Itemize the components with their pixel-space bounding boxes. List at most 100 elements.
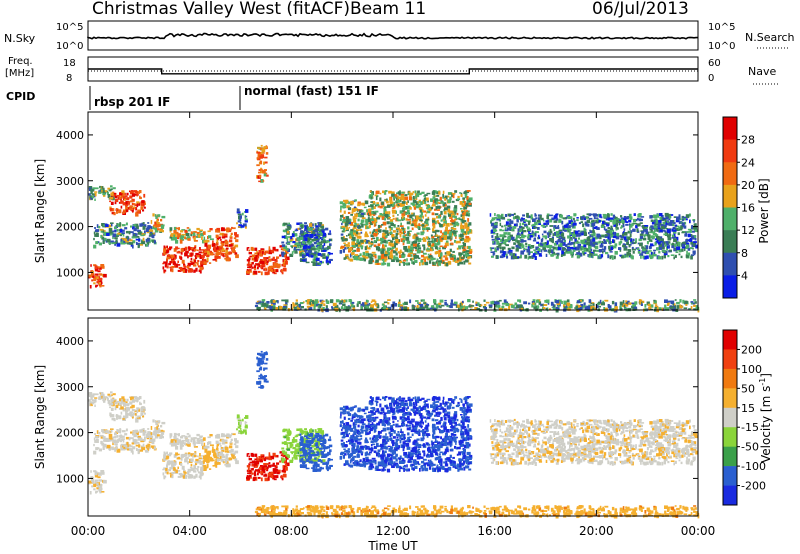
power-cell bbox=[176, 247, 180, 250]
power-cell bbox=[163, 245, 166, 249]
power-cell bbox=[511, 236, 515, 240]
power-cell bbox=[322, 256, 326, 259]
power-cell bbox=[321, 253, 326, 256]
power-cell bbox=[332, 302, 337, 307]
power-cell bbox=[391, 247, 395, 249]
power-cell bbox=[449, 253, 453, 257]
power-cell bbox=[351, 303, 354, 307]
power-cell bbox=[401, 191, 405, 194]
velocity-cell bbox=[125, 414, 129, 419]
power-cell bbox=[607, 230, 611, 234]
power-cell bbox=[316, 237, 320, 241]
power-cell bbox=[90, 197, 93, 200]
power-cell bbox=[668, 233, 672, 237]
power-cell bbox=[523, 220, 526, 223]
velocity-cell bbox=[154, 420, 157, 423]
power-cell bbox=[397, 206, 399, 208]
power-cell bbox=[509, 220, 514, 224]
velocity-cell bbox=[101, 491, 105, 493]
power-cell bbox=[312, 258, 316, 262]
power-cell bbox=[501, 225, 504, 228]
power-cell bbox=[435, 206, 438, 210]
power-cell bbox=[639, 301, 642, 305]
velocity-cell bbox=[92, 477, 95, 479]
power-cell bbox=[692, 250, 696, 254]
power-cell bbox=[453, 230, 457, 235]
power-cell bbox=[293, 248, 296, 253]
power-cell bbox=[630, 254, 633, 259]
power-cell bbox=[524, 223, 528, 227]
velocity-cell bbox=[89, 491, 92, 495]
velocity-cell bbox=[98, 488, 101, 491]
velocity-cell bbox=[136, 407, 140, 410]
power-cell bbox=[621, 225, 623, 229]
velocity-cell bbox=[93, 443, 95, 447]
velocity-cell bbox=[110, 407, 114, 411]
power-cell bbox=[238, 215, 242, 219]
power-cell bbox=[460, 208, 463, 210]
power-cell bbox=[527, 236, 530, 239]
power-cell bbox=[159, 229, 164, 232]
power-cell bbox=[535, 246, 539, 251]
power-cell bbox=[389, 199, 393, 203]
power-cell bbox=[350, 229, 354, 233]
power-cell bbox=[615, 216, 618, 220]
velocity-cell bbox=[157, 434, 160, 437]
power-cell bbox=[543, 304, 548, 306]
velocity-cell bbox=[91, 401, 94, 404]
velocity-cell bbox=[140, 412, 144, 416]
power-cell bbox=[419, 209, 422, 213]
power-cell bbox=[627, 237, 631, 241]
power-cell bbox=[268, 252, 272, 255]
power-cell bbox=[232, 246, 236, 249]
power-cell bbox=[523, 234, 525, 238]
power-cell bbox=[563, 239, 566, 243]
power-cell bbox=[185, 232, 190, 237]
power-cell bbox=[285, 305, 288, 309]
power-cell bbox=[447, 199, 451, 203]
power-cell bbox=[634, 301, 638, 305]
power-cell bbox=[295, 299, 298, 302]
power-cell bbox=[664, 224, 667, 227]
power-cell bbox=[607, 304, 610, 307]
power-cell bbox=[490, 247, 493, 251]
velocity-cell bbox=[94, 436, 99, 438]
power-cell bbox=[299, 227, 302, 230]
power-cell bbox=[657, 222, 660, 227]
velocity-cell bbox=[118, 402, 122, 406]
beam-title: Beam 11 bbox=[350, 0, 426, 19]
power-cell bbox=[516, 305, 519, 309]
power-cell bbox=[299, 222, 303, 224]
power-cell bbox=[112, 233, 116, 238]
power-cell bbox=[367, 235, 369, 237]
power-cell bbox=[247, 271, 251, 274]
power-cell bbox=[555, 307, 559, 310]
power-cell bbox=[591, 255, 594, 259]
power-cell bbox=[637, 242, 640, 245]
power-cell bbox=[536, 305, 540, 309]
power-cell bbox=[434, 242, 437, 247]
power-cell bbox=[446, 205, 451, 209]
power-cell bbox=[607, 236, 610, 240]
power-cell bbox=[612, 222, 615, 225]
power-cell bbox=[120, 200, 124, 204]
power-cell bbox=[291, 245, 293, 249]
power-cell bbox=[666, 214, 670, 217]
power-cell bbox=[466, 199, 469, 202]
power-cell bbox=[353, 224, 356, 228]
power-cell bbox=[430, 245, 434, 249]
power-cell bbox=[647, 234, 651, 238]
power-cell bbox=[114, 226, 117, 229]
power-cell bbox=[462, 200, 465, 204]
power-cell bbox=[467, 210, 470, 213]
power-cell bbox=[374, 204, 377, 207]
power-cell bbox=[584, 240, 587, 243]
power-cell bbox=[361, 217, 366, 220]
power-cell bbox=[131, 193, 136, 197]
power-cell bbox=[520, 307, 524, 311]
power-cell bbox=[379, 237, 384, 241]
power-cell bbox=[373, 223, 376, 227]
power-cell bbox=[387, 252, 390, 256]
power-cell bbox=[534, 253, 538, 255]
power-cell bbox=[325, 227, 329, 231]
